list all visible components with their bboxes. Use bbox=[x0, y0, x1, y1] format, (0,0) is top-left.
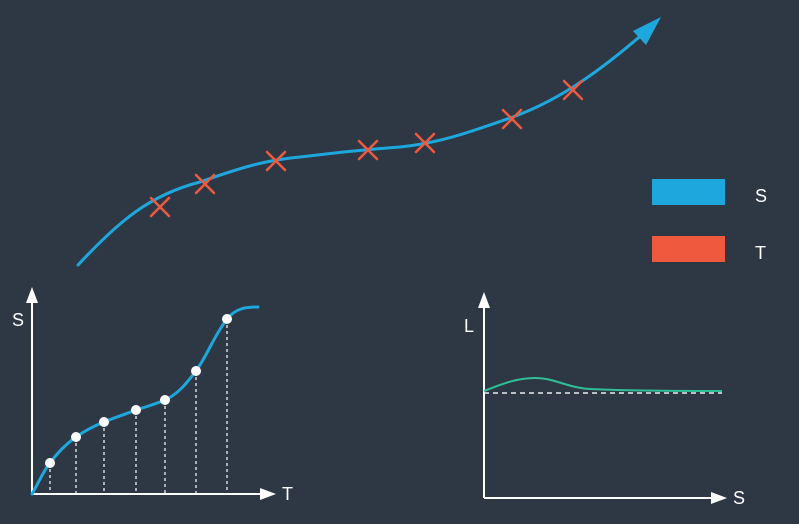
st-y-label: S bbox=[12, 310, 24, 330]
st-sample-point-4 bbox=[131, 405, 141, 415]
legend-label-t: T bbox=[755, 243, 766, 263]
sample-marker-3 bbox=[265, 150, 287, 172]
legend-swatch-s bbox=[652, 179, 725, 205]
path-arrowhead bbox=[633, 17, 661, 45]
ls-x-label: S bbox=[733, 488, 745, 508]
ls-plot: L S bbox=[464, 292, 745, 508]
ls-lateral-curve bbox=[483, 376, 723, 392]
legend-swatch-t bbox=[652, 236, 725, 262]
sample-marker-5 bbox=[414, 132, 436, 154]
st-sample-point-3 bbox=[99, 417, 109, 427]
sample-marker-2 bbox=[194, 173, 216, 195]
sample-marker-1 bbox=[149, 196, 171, 218]
legend-label-s: S bbox=[755, 186, 767, 206]
path-diagram bbox=[76, 17, 661, 267]
st-curve bbox=[30, 305, 260, 496]
st-sample-point-2 bbox=[71, 432, 81, 442]
st-sample-point-6 bbox=[191, 366, 201, 376]
legend: S T bbox=[652, 179, 767, 263]
st-sample-points bbox=[45, 314, 232, 468]
sample-marker-4 bbox=[357, 139, 379, 161]
st-plot: S T bbox=[12, 287, 293, 504]
ls-x-axis-arrow bbox=[711, 492, 727, 504]
st-sample-point-5 bbox=[160, 395, 170, 405]
st-sample-point-1 bbox=[45, 458, 55, 468]
st-x-axis-arrow bbox=[260, 488, 276, 500]
st-y-axis-arrow bbox=[26, 287, 38, 303]
sample-marker-6 bbox=[501, 108, 523, 130]
ls-y-axis-arrow bbox=[478, 292, 490, 308]
sample-markers bbox=[149, 79, 584, 218]
st-x-label: T bbox=[282, 484, 293, 504]
sample-marker-7 bbox=[562, 79, 584, 101]
st-sample-droplines bbox=[49, 319, 228, 494]
path-curve bbox=[76, 30, 647, 267]
ls-y-label: L bbox=[464, 316, 474, 336]
st-sample-point-7 bbox=[222, 314, 232, 324]
